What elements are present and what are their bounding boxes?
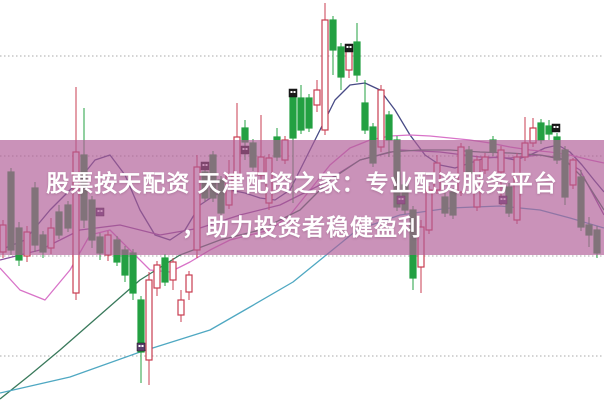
promo-banner-overlay[interactable]: 股票按天配资 天津配资之家：专业配资服务平台 ，助力投资者稳健盈利 — [0, 140, 604, 255]
banner-text-line1: 股票按天配资 天津配资之家：专业配资服务平台 — [46, 170, 558, 196]
banner-text-line2: ，助力投资者稳健盈利 — [182, 214, 422, 240]
